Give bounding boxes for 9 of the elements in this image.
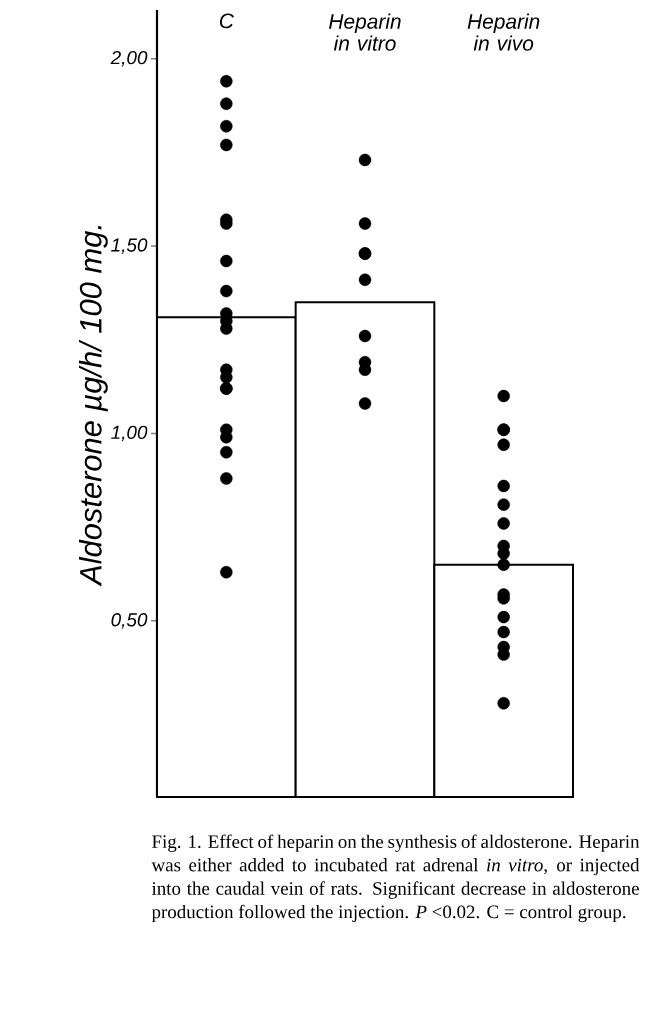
caption: Fig. 1. Effect of heparin on the synthesis of aldosterone. Heparin was either added to incubated rat adrenal in vitro, or injected into the caudal vein of rats. Significant decrease in aldosterone production followed the injection. P <0.02. C = control group. — [151, 834, 640, 923]
y-tick-label: 0,50 — [111, 613, 148, 629]
x-tick-label: Heparin in vivo — [467, 13, 540, 51]
y-axis-title: Aldosterone µg/h/ 100 mg. — [79, 225, 108, 587]
y-tick-label: 2,00 — [110, 50, 148, 67]
y-tick-label: 1,50 — [111, 238, 148, 254]
x-tick-label: Heparin in vitro — [329, 13, 401, 51]
x-tick-label: C — [219, 13, 234, 29]
y-tick-label: 1,00 — [111, 425, 148, 442]
